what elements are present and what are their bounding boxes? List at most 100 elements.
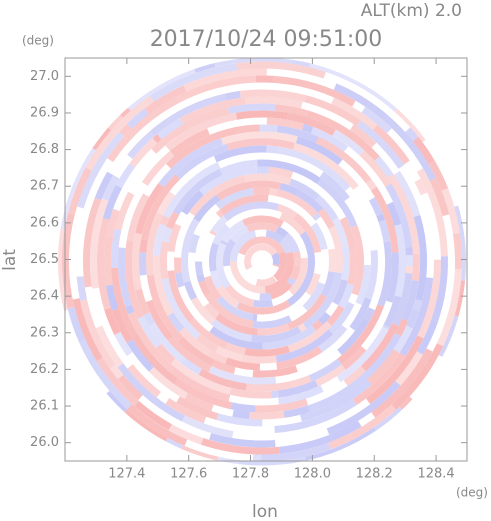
radar-echo <box>155 343 176 364</box>
radar-echo <box>117 247 132 307</box>
radar-echo <box>328 248 337 273</box>
radar-echo <box>453 233 462 270</box>
radar-echo <box>318 325 348 353</box>
radar-echo <box>224 90 241 101</box>
radar-echo <box>377 241 392 307</box>
radar-echo <box>405 255 414 267</box>
y-tick-label: 26.3 <box>30 325 59 340</box>
x-tick-label: 128.0 <box>294 467 331 482</box>
radar-echo <box>157 118 184 140</box>
radar-echo <box>417 259 442 339</box>
radar-echo <box>316 178 358 228</box>
radar-echo <box>127 131 155 159</box>
radar-echo <box>283 232 300 253</box>
radar-echo <box>104 235 113 286</box>
radar-echo <box>350 225 365 296</box>
radar-echo <box>149 93 226 137</box>
radar-echo <box>126 66 196 111</box>
radar-echo <box>283 405 310 418</box>
radar-echo <box>374 406 405 433</box>
radar-echo <box>257 159 321 184</box>
radar-echo <box>168 336 212 373</box>
y-unit: (deg) <box>22 34 54 48</box>
radar-echo <box>279 238 293 254</box>
radar-echo <box>203 302 220 319</box>
radar-echo <box>393 325 413 353</box>
radar-echo <box>90 198 109 289</box>
radar-echo <box>207 349 228 365</box>
radar-echo <box>221 220 246 243</box>
radar-echo <box>374 156 394 178</box>
radar-echo <box>151 107 230 154</box>
x-tick-label: 127.8 <box>232 467 269 482</box>
radar-echo <box>181 415 234 438</box>
radar-echo <box>159 241 169 280</box>
radar-echo <box>178 336 215 367</box>
radar-echo <box>413 215 427 301</box>
radar-echo <box>135 183 164 235</box>
radar-echo <box>326 380 401 435</box>
radar-echo <box>211 319 253 342</box>
radar-echo <box>132 233 142 291</box>
radar-echo <box>166 211 180 230</box>
radar-echo <box>127 404 188 446</box>
radar-echo <box>275 226 289 238</box>
radar-echo <box>126 108 149 129</box>
radar-echo <box>287 293 327 330</box>
radar-echo <box>135 288 150 316</box>
radar-echo <box>96 357 139 407</box>
radar-echo <box>273 251 287 281</box>
radar-echo <box>370 186 399 253</box>
radar-echo <box>224 284 255 307</box>
radar-echo <box>198 280 212 297</box>
radar-echo <box>189 175 246 217</box>
radar-echo <box>333 83 389 121</box>
radar-echo <box>139 239 148 253</box>
radar-echo <box>236 61 326 79</box>
radar-echo <box>165 398 207 424</box>
radar-echo <box>149 63 238 102</box>
radar-echo <box>167 270 195 323</box>
radar-echo <box>365 179 377 191</box>
radar-echo <box>225 357 260 371</box>
radar-echo <box>289 178 320 201</box>
radar-echo <box>315 364 346 387</box>
radar-echo <box>125 304 135 315</box>
radar-echo <box>279 212 306 236</box>
radar-echo <box>244 96 303 109</box>
radar-echo <box>79 339 132 410</box>
radar-echo <box>156 191 176 216</box>
radar-echo <box>300 379 372 422</box>
radar-echo <box>131 333 179 385</box>
radar-echo <box>387 173 420 255</box>
radar-echo <box>271 252 280 266</box>
radar-echo <box>118 105 131 118</box>
radar-echo <box>266 117 304 131</box>
radar-echo <box>215 313 258 336</box>
radar-echo <box>230 230 257 262</box>
radar-echo <box>144 85 187 114</box>
x-tick-label: 127.6 <box>170 467 207 482</box>
radar-echo <box>368 197 383 217</box>
radar-echo <box>308 358 342 382</box>
radar-echo <box>416 168 448 257</box>
y-tick-label: 26.7 <box>30 179 59 194</box>
radar-echo <box>277 204 287 214</box>
radar-echo <box>385 183 413 248</box>
radar-echo <box>180 97 246 125</box>
radar-echo <box>303 318 315 329</box>
radar-echo <box>211 215 228 234</box>
radar-echo <box>405 266 413 274</box>
radar-echo <box>225 342 246 355</box>
y-axis-label: lat <box>0 249 20 271</box>
radar-echo <box>386 252 400 303</box>
radar-echo <box>392 272 413 326</box>
radar-echo <box>137 315 162 349</box>
radar-echo <box>181 190 204 215</box>
radar-echo <box>167 244 176 252</box>
radar-echo <box>215 188 254 210</box>
radar-echo <box>367 349 400 385</box>
radar-echo <box>184 393 214 412</box>
radar-echo <box>209 242 219 272</box>
radar-echo <box>363 125 405 169</box>
